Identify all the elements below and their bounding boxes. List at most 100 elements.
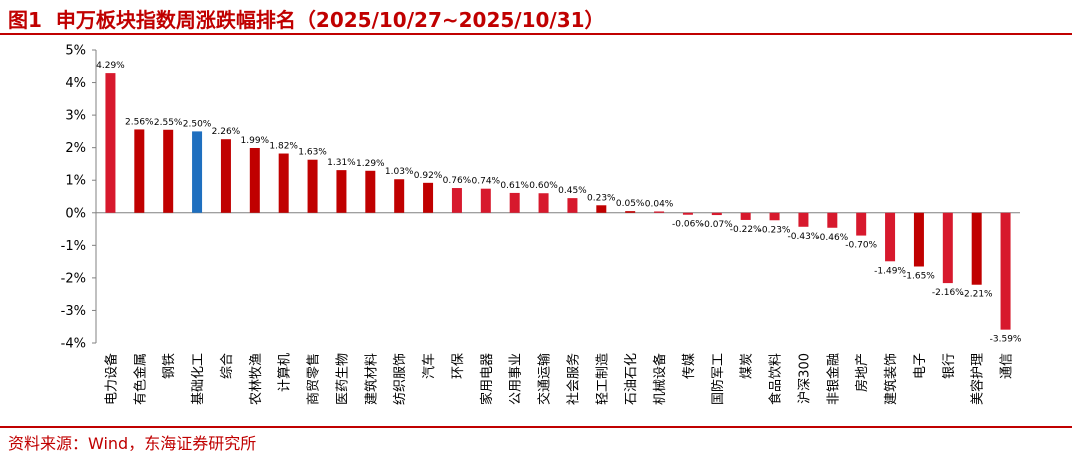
data-label: 0.60% bbox=[529, 181, 558, 191]
x-tick-label: 轻工制造 bbox=[595, 353, 610, 405]
data-label: -2.21% bbox=[961, 290, 993, 300]
y-tick-label: 5% bbox=[65, 44, 86, 59]
bar bbox=[336, 170, 347, 213]
data-label: 2.50% bbox=[183, 119, 212, 129]
data-label: 0.45% bbox=[558, 186, 587, 196]
data-label: 0.23% bbox=[587, 193, 616, 203]
data-label: -3.59% bbox=[990, 335, 1022, 345]
x-tick-label: 农林牧渔 bbox=[249, 353, 264, 405]
data-label: -1.65% bbox=[903, 271, 935, 281]
bar bbox=[885, 212, 896, 262]
data-label: -0.43% bbox=[788, 232, 820, 242]
data-label: 0.05% bbox=[616, 199, 645, 209]
data-label: -0.07% bbox=[701, 220, 733, 230]
data-label: 0.74% bbox=[472, 177, 501, 187]
bar bbox=[654, 211, 665, 213]
bar bbox=[509, 192, 520, 213]
bar bbox=[942, 212, 953, 284]
x-tick-label: 煤炭 bbox=[740, 353, 755, 379]
title-divider bbox=[0, 33, 1072, 35]
data-label: -1.49% bbox=[874, 266, 906, 276]
x-tick-label: 公用事业 bbox=[509, 353, 524, 405]
y-tick-label: -1% bbox=[61, 239, 86, 254]
figure-title: 图1 申万板块指数周涨跌幅排名（2025/10/27~2025/10/31） bbox=[8, 4, 605, 32]
bar bbox=[278, 153, 289, 213]
bar bbox=[567, 198, 578, 213]
x-tick-label: 有色金属 bbox=[132, 353, 148, 405]
bar bbox=[163, 129, 174, 213]
data-label: 4.29% bbox=[96, 61, 125, 71]
data-label: 0.61% bbox=[500, 181, 529, 191]
bar bbox=[971, 212, 982, 285]
bar bbox=[538, 193, 549, 213]
data-label: 0.04% bbox=[645, 199, 674, 209]
bar bbox=[827, 212, 838, 228]
data-label: 2.26% bbox=[212, 127, 241, 137]
bar bbox=[365, 170, 376, 213]
data-label: 1.63% bbox=[298, 148, 327, 158]
x-tick-label: 基础化工 bbox=[191, 353, 206, 405]
x-tick-label: 计算机 bbox=[278, 353, 293, 392]
x-tick-label: 传媒 bbox=[682, 353, 697, 379]
x-tick-label: 建筑材料 bbox=[363, 353, 379, 405]
x-tick-label: 家用电器 bbox=[479, 353, 495, 405]
x-tick-label: 国防军工 bbox=[710, 353, 726, 405]
x-tick-label: 纺织服饰 bbox=[393, 353, 408, 405]
x-tick-label: 沪深300 bbox=[796, 353, 812, 404]
y-tick-label: -2% bbox=[61, 271, 86, 286]
x-tick-label: 房地产 bbox=[854, 353, 870, 392]
x-tick-label: 食品饮料 bbox=[768, 353, 784, 405]
y-tick-label: -4% bbox=[61, 337, 86, 352]
data-label: -0.22% bbox=[730, 225, 762, 235]
x-tick-label: 电力设备 bbox=[103, 353, 119, 405]
bar bbox=[740, 212, 751, 220]
bar-chart: 5% 4% 3% 2% 1% 0% -1% -2% -3% -4% 4.29% 电力设备 2.56% 有色… bbox=[61, 44, 1022, 406]
data-label: 2.55% bbox=[154, 118, 183, 128]
x-tick-label: 非银金融 bbox=[825, 353, 841, 405]
bar bbox=[769, 212, 780, 221]
x-tick-label: 钢铁 bbox=[162, 353, 177, 379]
data-label: 1.99% bbox=[241, 136, 270, 146]
data-label: -0.46% bbox=[816, 233, 848, 243]
x-tick-label: 医药生物 bbox=[335, 353, 350, 405]
data-label: 1.82% bbox=[269, 142, 298, 152]
x-tick-label: 汽车 bbox=[421, 353, 437, 379]
y-tick-label: 3% bbox=[65, 109, 86, 124]
x-tick-label: 机械设备 bbox=[652, 353, 668, 405]
x-tick-label: 美容护理 bbox=[970, 353, 986, 405]
data-label: 0.92% bbox=[414, 171, 443, 181]
x-tick-label: 环保 bbox=[451, 353, 466, 379]
bar bbox=[134, 129, 145, 213]
x-tick-label: 通信 bbox=[1000, 353, 1015, 379]
bar bbox=[220, 139, 231, 213]
bar bbox=[625, 211, 636, 213]
y-tick-label: 0% bbox=[65, 206, 86, 221]
bar bbox=[798, 212, 809, 227]
data-label: 0.76% bbox=[443, 176, 472, 186]
bar bbox=[307, 159, 318, 213]
y-tick-label: 4% bbox=[65, 76, 86, 91]
bar bbox=[105, 73, 116, 213]
source-note: 资料来源：Wind，东海证券研究所 bbox=[8, 434, 257, 453]
data-label: -2.16% bbox=[932, 288, 964, 298]
bar bbox=[596, 205, 607, 213]
bar bbox=[856, 212, 867, 236]
data-label: -0.06% bbox=[672, 220, 704, 230]
data-label: 1.31% bbox=[327, 158, 356, 168]
y-tick-label: 2% bbox=[65, 141, 86, 156]
bar bbox=[480, 188, 491, 213]
x-tick-label: 建筑装饰 bbox=[883, 353, 899, 405]
bar bbox=[913, 212, 924, 267]
bar bbox=[711, 212, 722, 216]
bar bbox=[1000, 212, 1011, 330]
x-tick-label: 石油石化 bbox=[624, 353, 639, 405]
data-label: -0.70% bbox=[845, 241, 877, 251]
bar bbox=[249, 147, 260, 213]
bar bbox=[192, 131, 203, 213]
bar bbox=[394, 179, 405, 213]
figure-title-text: 申万板块指数周涨跌幅排名（2025/10/27~2025/10/31） bbox=[55, 7, 605, 32]
x-tick-label: 银行 bbox=[942, 353, 957, 379]
x-tick-label: 电子 bbox=[913, 353, 928, 379]
y-tick-label: -3% bbox=[61, 304, 86, 319]
data-label: -0.23% bbox=[759, 225, 791, 235]
